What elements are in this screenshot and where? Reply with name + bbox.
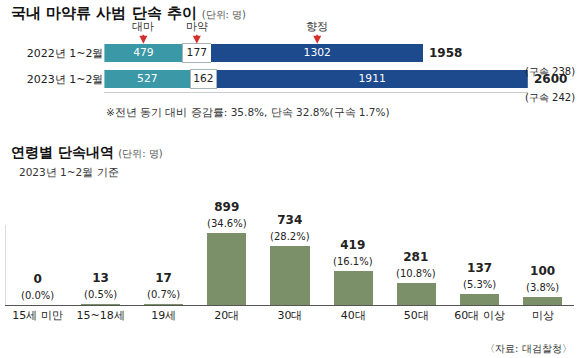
svg-text:19세: 19세 bbox=[151, 309, 176, 322]
svg-text:1302: 1302 bbox=[304, 46, 331, 59]
svg-text:※전년 동기 대비 증감률: 35.8%, 단속 32.8%: ※전년 동기 대비 증감률: 35.8%, 단속 32.8%(구속 1.7%) bbox=[106, 106, 390, 118]
svg-text:419(16.1%): 419(16.1%) bbox=[333, 238, 373, 267]
svg-text:(구속 242): (구속 242) bbox=[525, 92, 575, 103]
svg-text:13(0.5%): 13(0.5%) bbox=[84, 271, 117, 300]
svg-text:향정: 향정 bbox=[306, 20, 328, 33]
svg-text:60대 이상: 60대 이상 bbox=[454, 309, 505, 322]
svg-text:527: 527 bbox=[137, 72, 158, 85]
svg-text:15세 미만: 15세 미만 bbox=[12, 309, 63, 322]
svg-text:177: 177 bbox=[187, 46, 208, 59]
svg-text:281(10.8%): 281(10.8%) bbox=[396, 250, 436, 279]
svg-text:137(5.3%): 137(5.3%) bbox=[463, 261, 496, 290]
svg-text:479: 479 bbox=[133, 46, 154, 59]
svg-text:20대: 20대 bbox=[214, 309, 239, 322]
svg-text:40대: 40대 bbox=[341, 309, 366, 322]
svg-text:2023년 1~2월: 2023년 1~2월 bbox=[27, 73, 104, 86]
svg-text:연령별 단속내역 (단위: 명): 연령별 단속내역 (단위: 명) bbox=[11, 144, 163, 160]
svg-text:〈자료: 대검찰청〉: 〈자료: 대검찰청〉 bbox=[485, 343, 572, 354]
svg-text:국내 마약류 사범 단속 추이 (단위: 명): 국내 마약류 사범 단속 추이 (단위: 명) bbox=[11, 4, 246, 22]
svg-text:15~18세: 15~18세 bbox=[76, 309, 124, 322]
svg-text:50대: 50대 bbox=[404, 309, 429, 322]
svg-text:100(3.8%): 100(3.8%) bbox=[526, 264, 559, 293]
svg-text:1911: 1911 bbox=[359, 72, 386, 85]
svg-text:미상: 미상 bbox=[532, 309, 554, 322]
svg-text:2600: 2600 bbox=[534, 72, 567, 86]
svg-text:162: 162 bbox=[193, 72, 213, 85]
svg-text:899(34.6%): 899(34.6%) bbox=[207, 200, 247, 229]
svg-text:30대: 30대 bbox=[278, 309, 303, 322]
svg-text:0(0.0%): 0(0.0%) bbox=[21, 272, 54, 301]
svg-text:(구속 238): (구속 238) bbox=[525, 66, 575, 77]
svg-text:17(0.7%): 17(0.7%) bbox=[147, 271, 180, 300]
svg-text:734(28.2%): 734(28.2%) bbox=[270, 213, 310, 242]
svg-text:대마: 대마 bbox=[132, 20, 154, 33]
svg-text:마약: 마약 bbox=[186, 20, 208, 33]
svg-text:2022년 1~2월: 2022년 1~2월 bbox=[27, 47, 104, 60]
svg-text:1958: 1958 bbox=[429, 46, 462, 60]
svg-text:2023년 1~2월 기준: 2023년 1~2월 기준 bbox=[19, 166, 119, 178]
